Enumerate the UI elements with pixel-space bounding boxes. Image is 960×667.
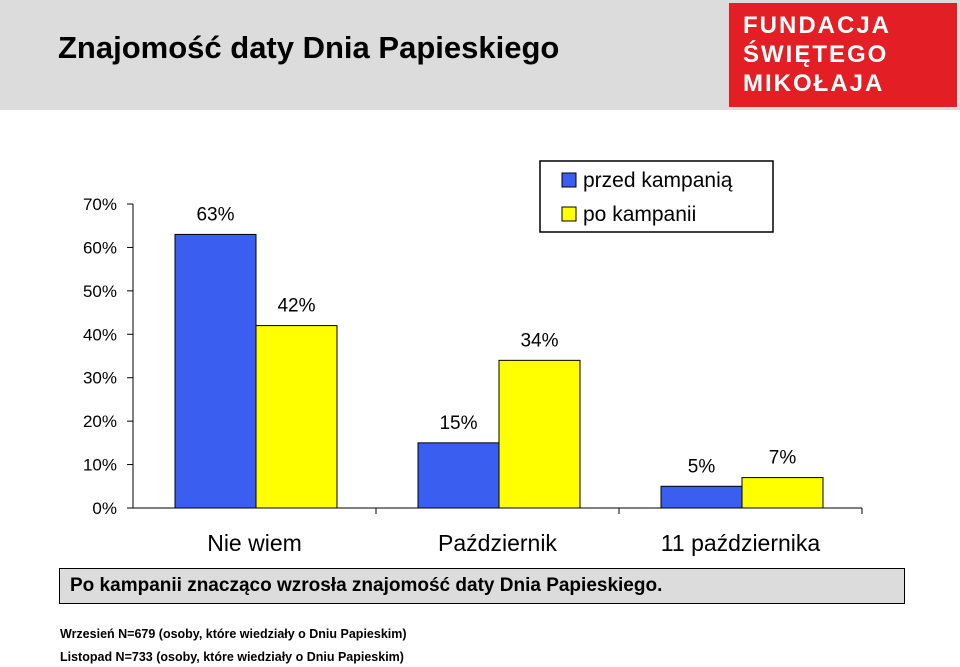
bar: [498, 359, 581, 509]
bar: [174, 233, 257, 509]
legend-swatch: [561, 206, 577, 222]
x-tick-label: 11 października: [661, 530, 821, 556]
x-tick-label: Nie wiem: [207, 530, 302, 556]
legend-label: po kampanii: [583, 203, 696, 226]
bar: [741, 477, 824, 509]
data-label: 7%: [769, 448, 797, 469]
legend-swatch: [561, 172, 577, 188]
y-tick-label: 60%: [83, 238, 117, 257]
y-tick-label: 20%: [83, 412, 117, 431]
summary-box: Po kampanii znacząco wzrosła znajomość d…: [59, 568, 905, 604]
bar-chart: 0% 10% 20% 30% 40% 50% 60% 70% Nie wiem 63% 42% Paź…: [83, 160, 863, 556]
y-tick-label: 10%: [83, 456, 117, 475]
logo-line-3: MIKOŁAJA: [743, 70, 885, 97]
logo-line-2: ŚWIĘTEGO: [743, 41, 889, 68]
sample-note-september: Wrzesień N=679 (osoby, które wiedziały o…: [60, 627, 407, 641]
bar: [255, 325, 338, 509]
bar: [417, 442, 500, 509]
y-tick-label: 30%: [83, 369, 117, 388]
sample-note-november: Listopad N=733 (osoby, które wiedziały o…: [60, 650, 404, 664]
legend-label: przed kampanią: [583, 169, 733, 192]
data-label: 15%: [439, 413, 477, 434]
page-title: Znajomość daty Dnia Papieskiego: [58, 30, 560, 65]
data-label: 63%: [196, 204, 234, 225]
y-tick-label: 40%: [83, 325, 117, 344]
logo-line-1: FUNDACJA: [743, 12, 891, 39]
foundation-logo: FUNDACJA ŚWIĘTEGO MIKOŁAJA: [729, 3, 957, 107]
legend-box: [539, 160, 774, 233]
x-tick-label: Październik: [438, 530, 557, 556]
data-label: 5%: [688, 456, 716, 477]
data-label: 42%: [277, 296, 315, 317]
data-label: 34%: [520, 330, 558, 351]
y-tick-label: 0%: [92, 499, 117, 518]
bar: [660, 485, 743, 509]
summary-text: Po kampanii znacząco wzrosła znajomość d…: [70, 575, 663, 596]
y-tick-label: 70%: [83, 195, 117, 214]
y-tick-label: 50%: [83, 282, 117, 301]
